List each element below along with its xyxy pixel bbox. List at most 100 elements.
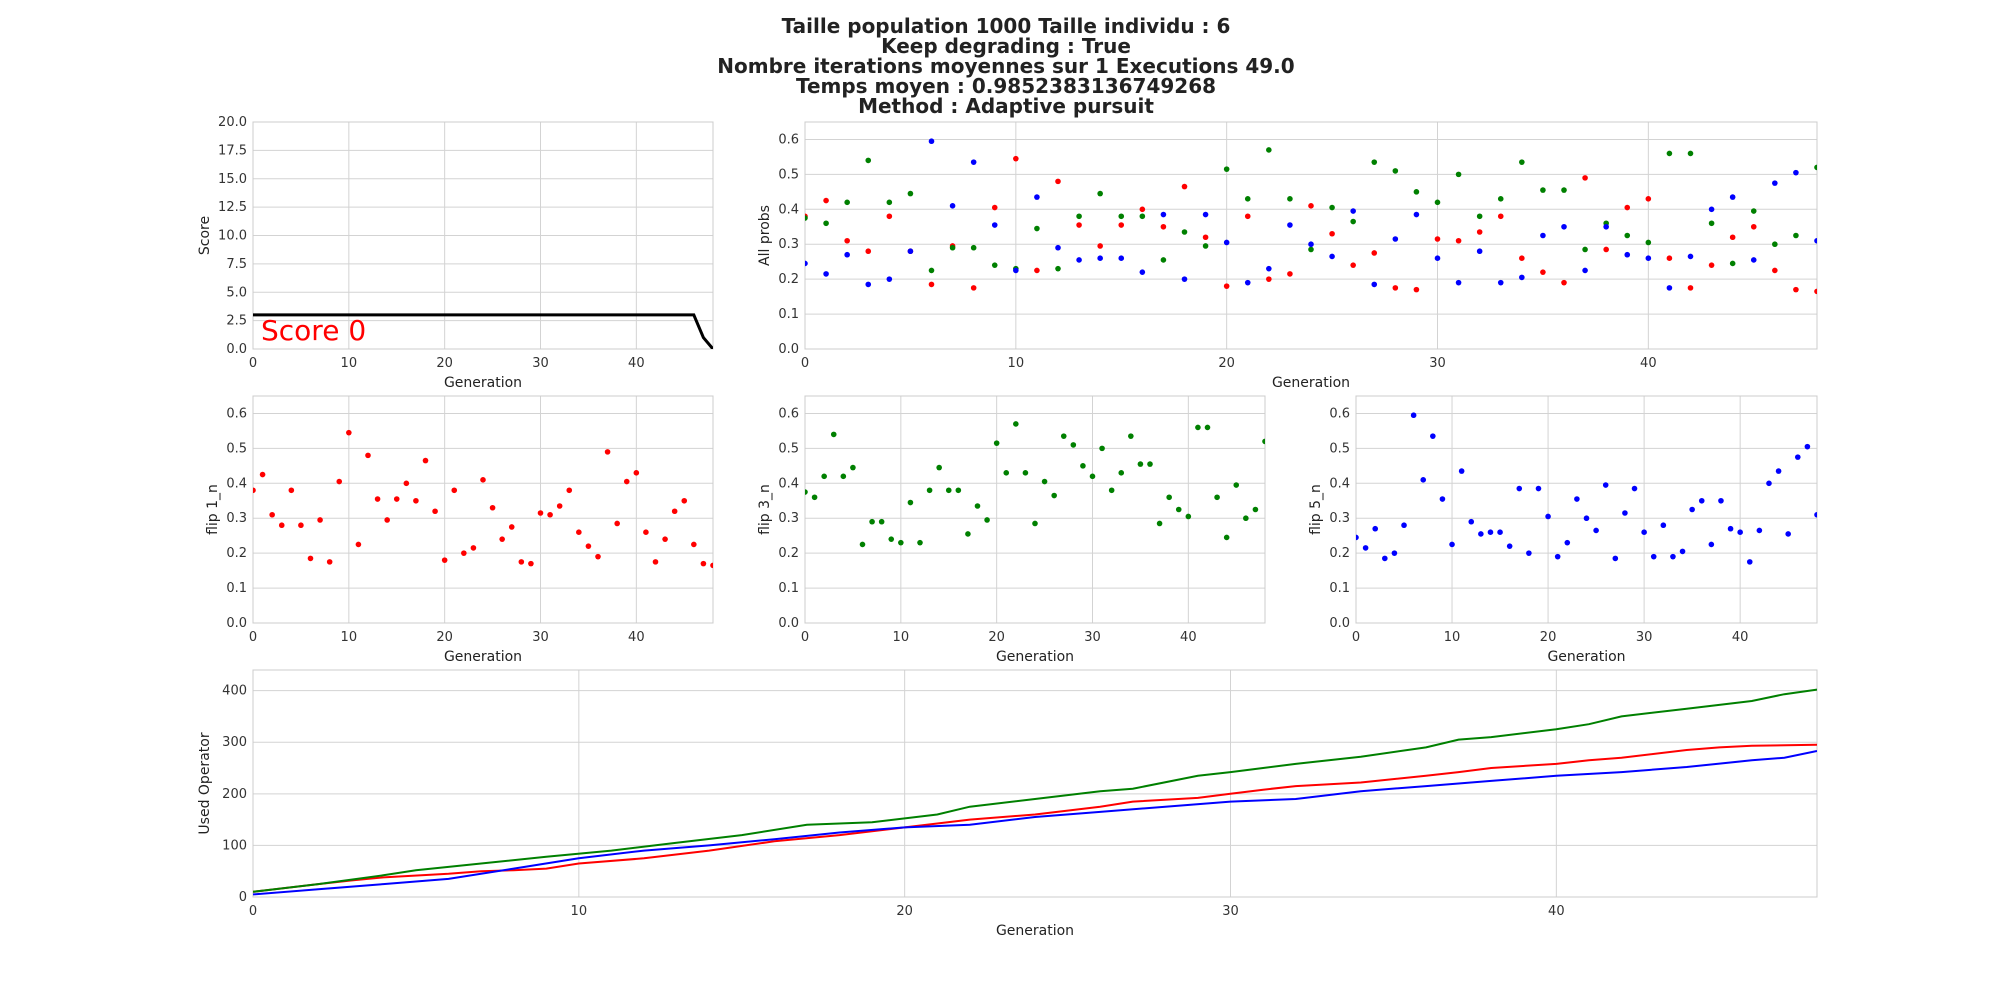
data-point bbox=[1097, 243, 1103, 249]
data-point bbox=[1413, 211, 1420, 218]
data-point bbox=[508, 524, 515, 530]
data-point bbox=[1055, 178, 1061, 185]
data-point bbox=[1519, 159, 1525, 165]
y-tick-label: 0.0 bbox=[226, 342, 247, 357]
x-tick-label: 0 bbox=[249, 904, 257, 919]
data-point bbox=[1468, 518, 1475, 525]
data-point bbox=[547, 511, 553, 518]
data-point bbox=[888, 536, 895, 542]
data-point bbox=[489, 504, 496, 511]
data-point bbox=[461, 550, 467, 556]
data-point bbox=[1793, 169, 1799, 176]
data-point bbox=[878, 518, 885, 525]
data-point bbox=[1729, 260, 1736, 267]
data-point bbox=[991, 262, 998, 268]
x-tick-label: 40 bbox=[628, 356, 645, 371]
data-point bbox=[865, 281, 872, 288]
title-line: Taille population 1000 Taille individu :… bbox=[782, 14, 1231, 38]
data-point bbox=[346, 429, 352, 436]
y-tick-label: 15.0 bbox=[218, 172, 247, 187]
data-point bbox=[1139, 213, 1146, 220]
data-point bbox=[844, 199, 850, 206]
data-point bbox=[1814, 511, 1817, 518]
data-point bbox=[886, 199, 893, 206]
data-point bbox=[278, 522, 285, 529]
data-point bbox=[1603, 246, 1609, 253]
data-point bbox=[671, 508, 678, 515]
plot-area bbox=[1355, 395, 1818, 624]
data-point bbox=[1455, 171, 1462, 178]
data-point bbox=[413, 497, 419, 504]
data-point bbox=[1750, 208, 1757, 214]
data-point bbox=[1244, 196, 1251, 202]
data-point bbox=[949, 244, 956, 251]
data-point bbox=[365, 452, 371, 459]
data-point bbox=[886, 213, 893, 220]
x-tick-label: 20 bbox=[436, 630, 453, 645]
plot-area bbox=[804, 121, 1818, 350]
data-point bbox=[1223, 534, 1230, 541]
x-tick-label: 30 bbox=[1222, 904, 1239, 919]
y-tick-label: 0.1 bbox=[1329, 581, 1350, 596]
data-point bbox=[907, 248, 914, 255]
y-tick-label: 0.3 bbox=[778, 511, 799, 526]
data-point bbox=[1455, 237, 1462, 244]
x-tick-label: 40 bbox=[628, 630, 645, 645]
data-point bbox=[1624, 204, 1631, 211]
y-axis-label: flip 1_n bbox=[205, 484, 221, 535]
data-point bbox=[1223, 166, 1230, 172]
data-point bbox=[1645, 255, 1652, 261]
data-point bbox=[614, 520, 620, 527]
data-point bbox=[805, 260, 808, 267]
y-tick-label: 0.1 bbox=[778, 581, 799, 596]
data-point bbox=[1497, 213, 1504, 220]
x-axis-label: Generation bbox=[996, 923, 1074, 939]
plot-area bbox=[804, 395, 1266, 624]
data-point bbox=[1070, 442, 1077, 448]
data-point bbox=[1080, 463, 1086, 469]
all-probs-panel: 0 10 20 30 40 0.0 0.1 0.2 0.3 0.4 0.5 0.6 Generation… bbox=[757, 121, 1818, 391]
data-point bbox=[1708, 206, 1715, 213]
title-line: Temps moyen : 0.9852383136749268 bbox=[796, 74, 1216, 98]
y-tick-label: 2.5 bbox=[226, 314, 247, 329]
data-point bbox=[970, 285, 977, 291]
data-point bbox=[1785, 531, 1791, 537]
data-point bbox=[1371, 281, 1378, 288]
data-point bbox=[869, 518, 875, 525]
data-point bbox=[1156, 520, 1163, 527]
y-tick-label: 0 bbox=[239, 890, 247, 905]
data-point bbox=[253, 487, 256, 494]
data-point bbox=[1350, 208, 1356, 214]
data-point bbox=[1612, 555, 1619, 562]
data-point bbox=[859, 541, 866, 548]
data-point bbox=[907, 499, 914, 506]
data-point bbox=[604, 449, 611, 455]
data-point bbox=[1160, 223, 1167, 230]
data-point bbox=[1160, 211, 1167, 218]
data-point bbox=[1476, 248, 1483, 255]
y-tick-label: 0.6 bbox=[226, 406, 247, 421]
data-point bbox=[1434, 199, 1441, 206]
data-point bbox=[1687, 285, 1694, 291]
x-tick-label: 10 bbox=[571, 904, 588, 919]
data-point bbox=[1561, 187, 1567, 193]
x-tick-label: 0 bbox=[801, 356, 809, 371]
data-point bbox=[811, 494, 818, 501]
plot-frame bbox=[252, 121, 714, 350]
data-point bbox=[1476, 229, 1483, 235]
data-point bbox=[1772, 267, 1778, 274]
data-point bbox=[710, 562, 713, 569]
y-axis-label: Score bbox=[197, 216, 213, 255]
plot-marks bbox=[253, 429, 713, 569]
data-point bbox=[1506, 543, 1513, 549]
data-point bbox=[1175, 506, 1182, 513]
data-point bbox=[1582, 267, 1588, 274]
data-point bbox=[984, 517, 990, 523]
data-point bbox=[991, 222, 998, 228]
data-point bbox=[1478, 531, 1484, 537]
data-point bbox=[907, 190, 914, 197]
data-point bbox=[1497, 279, 1504, 286]
y-tick-label: 0.3 bbox=[778, 237, 799, 252]
data-point bbox=[1519, 274, 1525, 281]
data-point bbox=[1458, 468, 1465, 474]
